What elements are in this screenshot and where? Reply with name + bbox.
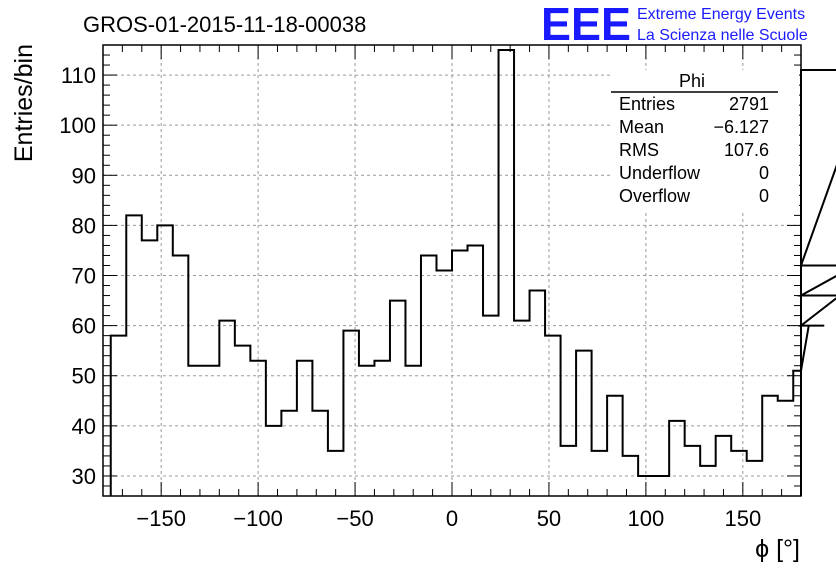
x-tick-label: −100 bbox=[233, 506, 283, 531]
x-tick-label: 0 bbox=[446, 506, 458, 531]
stats-row-value: 0 bbox=[759, 163, 769, 183]
y-tick-label: 60 bbox=[72, 314, 96, 339]
x-axis-label: ϕ [°] bbox=[755, 535, 800, 563]
logo-line-2: La Scienza nelle Scuole bbox=[637, 27, 808, 44]
x-tick-label: 50 bbox=[537, 506, 561, 531]
x-tick-label: 100 bbox=[628, 506, 665, 531]
y-tick-label: 30 bbox=[72, 464, 96, 489]
stats-box-title: Phi bbox=[679, 71, 705, 91]
y-axis-ticks: 30 40 50 60 70 80 90 100 110 bbox=[59, 44, 801, 497]
stats-row-label: Mean bbox=[619, 117, 664, 137]
stats-row-entries: Entries 2791 bbox=[619, 94, 769, 114]
grid-lines bbox=[103, 45, 801, 496]
y-tick-label: 70 bbox=[72, 264, 96, 289]
y-tick-label: 90 bbox=[72, 163, 96, 188]
x-tick-label: −50 bbox=[336, 506, 373, 531]
histogram-outline bbox=[109, 49, 836, 496]
x-tick-label: −150 bbox=[136, 506, 186, 531]
x-axis-ticks: −150 −100 −50 0 50 100 150 bbox=[102, 45, 802, 531]
logo-line-1: Extreme Energy Events bbox=[637, 6, 805, 23]
stats-row-value: 0 bbox=[759, 186, 769, 206]
stats-row-rms: RMS 107.6 bbox=[619, 140, 769, 160]
stats-row-label: Overflow bbox=[619, 186, 691, 206]
stats-row-value: 2791 bbox=[729, 94, 769, 114]
chart-title: GROS-01-2015-11-18-00038 bbox=[83, 12, 366, 37]
stats-row-label: Underflow bbox=[619, 163, 701, 183]
stats-row-mean: Mean −6.127 bbox=[619, 117, 769, 137]
stats-row-label: RMS bbox=[619, 140, 659, 160]
y-tick-label: 50 bbox=[72, 364, 96, 389]
stats-box-background bbox=[611, 70, 799, 210]
y-tick-label: 100 bbox=[59, 113, 96, 138]
logo-mark: EEE bbox=[541, 0, 631, 50]
stats-box: Phi Entries 2791 Mean −6.127 RMS 107.6 U… bbox=[611, 70, 799, 210]
stats-row-value: 107.6 bbox=[724, 140, 769, 160]
eee-logo: EEE Extreme Energy Events La Scienza nel… bbox=[541, 0, 808, 50]
y-tick-label: 80 bbox=[72, 213, 96, 238]
stats-row-value: −6.127 bbox=[713, 117, 769, 137]
stats-row-underflow: Underflow 0 bbox=[619, 163, 769, 183]
stats-row-label: Entries bbox=[619, 94, 675, 114]
y-axis-label: Entries/bin bbox=[10, 44, 38, 162]
y-tick-label: 110 bbox=[61, 63, 96, 88]
stats-row-overflow: Overflow 0 bbox=[619, 186, 769, 206]
y-tick-label: 40 bbox=[72, 414, 96, 439]
x-tick-label: 150 bbox=[724, 506, 761, 531]
